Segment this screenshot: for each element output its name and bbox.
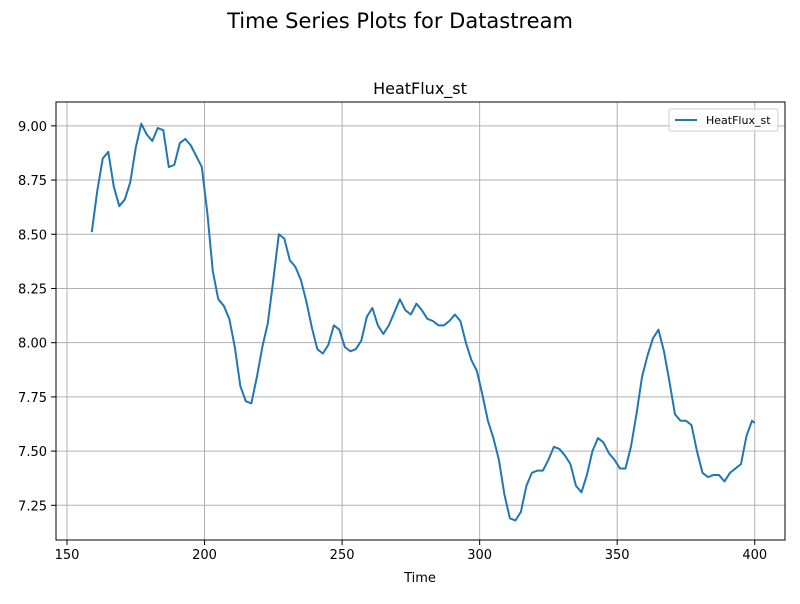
x-axis-ticks: 150 200 250 300 350 400	[55, 540, 767, 563]
legend-box	[668, 108, 779, 132]
y-tick-label: 7.50	[18, 445, 47, 460]
y-tick-label: 8.00	[18, 337, 47, 352]
x-grid-lines	[66, 102, 756, 540]
series-group	[90, 122, 756, 522]
series-line-heatflux	[90, 122, 756, 522]
legend: HeatFlux_st	[668, 108, 779, 132]
y-tick-label: 8.25	[18, 282, 47, 297]
x-axis-label: Time	[403, 571, 436, 586]
y-tick-label: 7.25	[18, 499, 47, 514]
x-tick-label: 400	[742, 548, 767, 563]
x-tick-label: 350	[605, 548, 630, 563]
chart-title: HeatFlux_st	[373, 79, 467, 99]
y-tick-label: 7.75	[18, 391, 47, 406]
figure-suptitle: Time Series Plots for Datastream	[226, 9, 573, 33]
y-axis-ticks: 7.25 7.50 7.75 8.00 8.25 8.50 8.75 9.00	[18, 120, 56, 514]
y-tick-label: 8.75	[18, 174, 47, 189]
x-tick-label: 300	[467, 548, 492, 563]
legend-label-heatflux: HeatFlux_st	[706, 114, 771, 127]
axes-frame	[55, 101, 786, 541]
y-tick-label: 8.50	[18, 228, 47, 243]
y-grid-lines	[56, 125, 785, 506]
x-tick-label: 250	[330, 548, 355, 563]
x-tick-label: 200	[192, 548, 217, 563]
plot-area	[56, 102, 785, 540]
x-tick-label: 150	[55, 548, 80, 563]
y-tick-label: 9.00	[18, 120, 47, 135]
